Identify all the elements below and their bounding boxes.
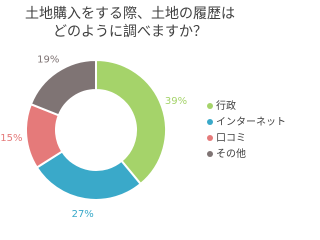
legend-marker (207, 103, 213, 109)
chart: 土地購入をする際、土地の履歴は どのように調べますか？ 39% 27% 15% 19%… (0, 6, 286, 220)
legend-label: インターネット (216, 116, 286, 128)
legend-marker (207, 135, 213, 141)
legend-label: 口コミ (216, 133, 246, 144)
data-label: 15% (0, 133, 22, 144)
legend-marker (207, 119, 213, 125)
pie-slice (95, 58, 167, 186)
legend-label: 行政 (216, 99, 236, 112)
chart-title: どのように調べますか？ (53, 24, 207, 40)
chart-title: 土地購入をする際、土地の履歴は (25, 6, 235, 22)
legend-label: その他 (216, 147, 246, 160)
pie-slice (35, 150, 143, 201)
pie-slice (29, 58, 97, 117)
data-label: 27% (72, 209, 94, 220)
legend-marker (207, 151, 213, 157)
data-label: 19% (37, 55, 59, 66)
data-label: 39% (165, 96, 187, 107)
